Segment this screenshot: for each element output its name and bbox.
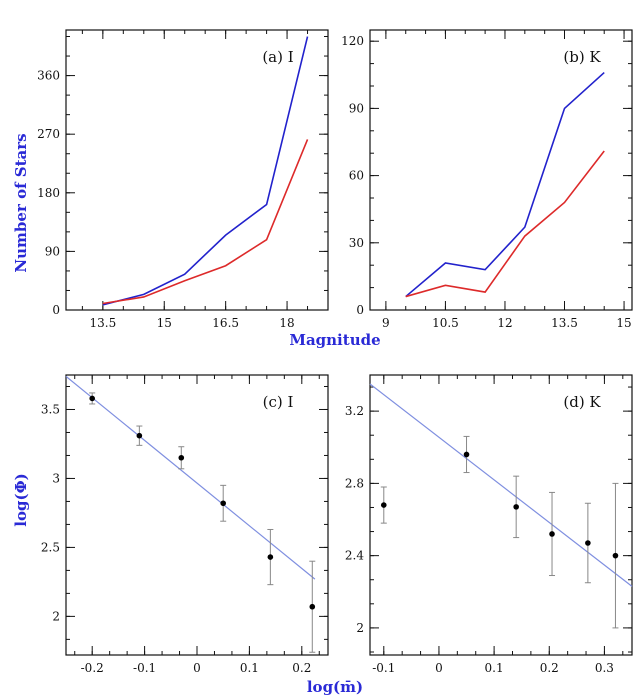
x-tick-label: 16.5 <box>212 316 239 330</box>
x-tick-label: 0 <box>193 661 201 675</box>
fit-line <box>65 375 316 580</box>
series-line-red <box>405 150 605 298</box>
data-point <box>220 500 226 507</box>
panel-b: 0 30 60 90 120 9 10.5 12 13.5 15 (b) K <box>341 29 633 330</box>
y-axis-title-top: Number of Stars <box>12 133 30 272</box>
data-point <box>380 502 387 508</box>
x-tick-label: 13.5 <box>89 316 116 330</box>
y-tick-label: 2.5 <box>41 540 60 554</box>
x-tick-label: 12 <box>497 316 512 330</box>
x-tick-label: 0.1 <box>485 661 504 675</box>
y-tick-label: 2 <box>52 609 60 623</box>
plot-frame <box>369 374 633 656</box>
y-tick-label: 3.2 <box>345 404 364 418</box>
x-tick-label: 0 <box>435 661 443 675</box>
x-tick-label: -0.1 <box>372 661 395 675</box>
y-tick-label: 2.4 <box>345 549 364 563</box>
panel-label: (d) K <box>563 393 601 411</box>
data-point <box>136 432 143 439</box>
x-tick-label: 13.5 <box>551 316 578 330</box>
y-tick-label: 3.5 <box>41 402 60 416</box>
y-tick-label: 0 <box>356 303 364 317</box>
x-tick-label: 0.2 <box>540 661 559 675</box>
panel-d: 2 2.4 2.8 3.2 -0.1 0 0.1 0.2 0.3 (d) K <box>345 374 633 675</box>
data-point <box>89 395 95 402</box>
y-tick-label: 2 <box>356 621 364 635</box>
x-tick-label: 15 <box>616 316 631 330</box>
data-point <box>549 531 555 537</box>
data-point <box>513 504 519 510</box>
y-tick-label: 90 <box>349 101 364 115</box>
series-line-blue <box>102 36 309 306</box>
data-point <box>178 454 185 461</box>
plot-frame <box>369 29 633 311</box>
x-axis-title-bottom: log(m̄) <box>307 678 363 695</box>
panel-label: (b) K <box>563 48 601 66</box>
x-tick-label: 0.1 <box>240 661 259 675</box>
y-tick-label: 2.8 <box>345 476 364 490</box>
x-tick-label: 0.3 <box>595 661 614 675</box>
x-tick-label: 10.5 <box>432 316 459 330</box>
y-tick-label: 60 <box>349 169 364 183</box>
plot-frame <box>65 374 329 656</box>
y-tick-label: 360 <box>37 69 60 83</box>
x-tick-label: 18 <box>279 316 294 330</box>
x-tick-label: 9 <box>382 316 390 330</box>
panel-label: (c) I <box>263 393 294 411</box>
x-tick-label: 15 <box>157 316 172 330</box>
y-tick-label: 270 <box>37 127 60 141</box>
y-tick-label: 3 <box>52 471 60 485</box>
panel-label: (a) I <box>262 48 293 66</box>
data-point <box>585 540 591 546</box>
y-tick-label: 0 <box>52 303 60 317</box>
plot-frame <box>65 29 329 311</box>
data-point <box>463 451 470 458</box>
x-axis-title-top: Magnitude <box>289 331 380 349</box>
data-point <box>267 554 274 560</box>
y-tick-label: 120 <box>341 34 364 48</box>
data-point <box>612 552 619 559</box>
y-tick-label: 30 <box>349 236 364 250</box>
y-tick-label: 90 <box>45 244 60 258</box>
panel-a: 0 90 180 270 360 13.5 15 16.5 18 (a) I <box>37 29 329 330</box>
x-tick-label: -0.2 <box>81 661 104 675</box>
series-line-blue <box>405 71 605 298</box>
panel-c: 2 2.5 3 3.5 -0.2 -0.1 0 0.1 0.2 (c) I <box>41 374 329 675</box>
y-tick-label: 180 <box>37 186 60 200</box>
series-line-red <box>102 139 309 305</box>
fit-line <box>369 383 633 587</box>
x-tick-label: 0.2 <box>292 661 311 675</box>
y-axis-title-bottom: log(Φ) <box>12 473 30 526</box>
x-tick-label: -0.1 <box>133 661 156 675</box>
data-point <box>309 603 316 610</box>
